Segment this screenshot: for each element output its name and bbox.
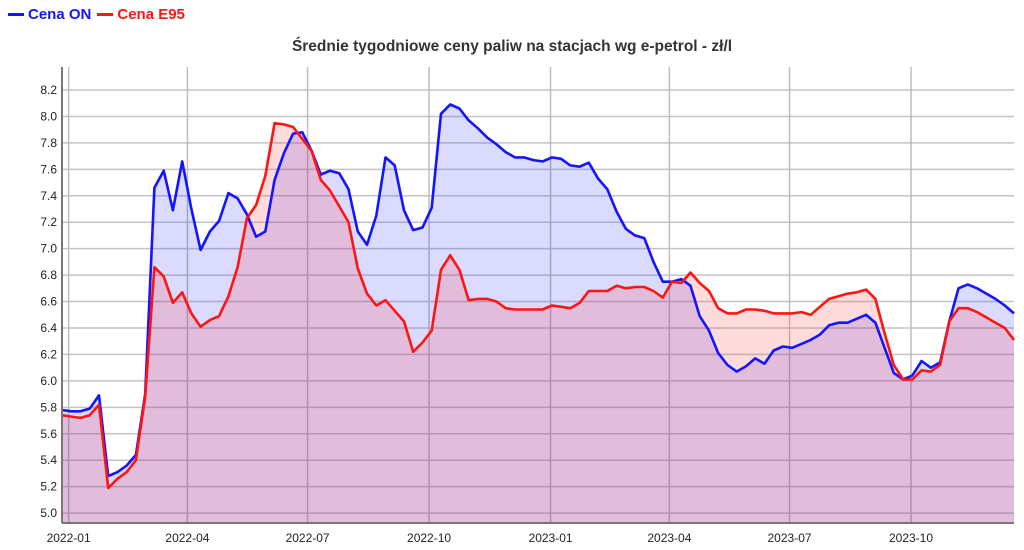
y-tick-label: 7.8 xyxy=(40,136,57,150)
x-tick-label: 2023-10 xyxy=(889,531,933,545)
y-tick-label: 6.0 xyxy=(40,374,57,388)
y-tick-label: 5.0 xyxy=(40,506,57,520)
y-tick-label: 8.0 xyxy=(40,109,57,123)
x-tick-label: 2023-01 xyxy=(529,531,573,545)
line-on xyxy=(61,103,1015,478)
legend-label-on: Cena ON xyxy=(28,6,92,23)
y-tick-label: 5.8 xyxy=(40,400,57,414)
y-tick-label: 7.0 xyxy=(40,242,57,256)
legend: Cena ON Cena E95 xyxy=(8,6,185,23)
y-tick-label: 7.4 xyxy=(40,189,57,203)
y-tick-label: 5.2 xyxy=(40,480,57,494)
x-tick-label: 2022-10 xyxy=(407,531,451,545)
y-tick-label: 5.4 xyxy=(40,453,57,467)
legend-item-on[interactable]: Cena ON xyxy=(8,6,91,23)
y-tick-label: 7.2 xyxy=(40,215,57,229)
x-tick-label: 2022-04 xyxy=(165,531,209,545)
x-tick-label: 2023-07 xyxy=(768,531,812,545)
line-e95 xyxy=(61,121,1016,490)
y-tick-label: 8.2 xyxy=(40,83,57,97)
area-e95 xyxy=(62,123,1014,523)
legend-swatch-on xyxy=(8,13,24,16)
legend-item-e95[interactable]: Cena E95 xyxy=(97,6,185,23)
y-tick-label: 6.8 xyxy=(40,268,57,282)
area-on xyxy=(62,104,1014,523)
y-tick-label: 7.6 xyxy=(40,162,57,176)
y-tick-label: 6.2 xyxy=(40,347,57,361)
y-tick-label: 6.4 xyxy=(40,321,57,335)
x-tick-label: 2022-07 xyxy=(286,531,330,545)
chart-title: Średnie tygodniowe ceny paliw na stacjac… xyxy=(291,38,733,55)
x-tick-label: 2023-04 xyxy=(647,531,691,545)
x-tick-label: 2022-01 xyxy=(47,531,91,545)
y-tick-label: 6.6 xyxy=(40,295,57,309)
legend-label-e95: Cena E95 xyxy=(117,6,185,23)
y-tick-label: 5.6 xyxy=(40,427,57,441)
legend-swatch-e95 xyxy=(97,13,114,16)
